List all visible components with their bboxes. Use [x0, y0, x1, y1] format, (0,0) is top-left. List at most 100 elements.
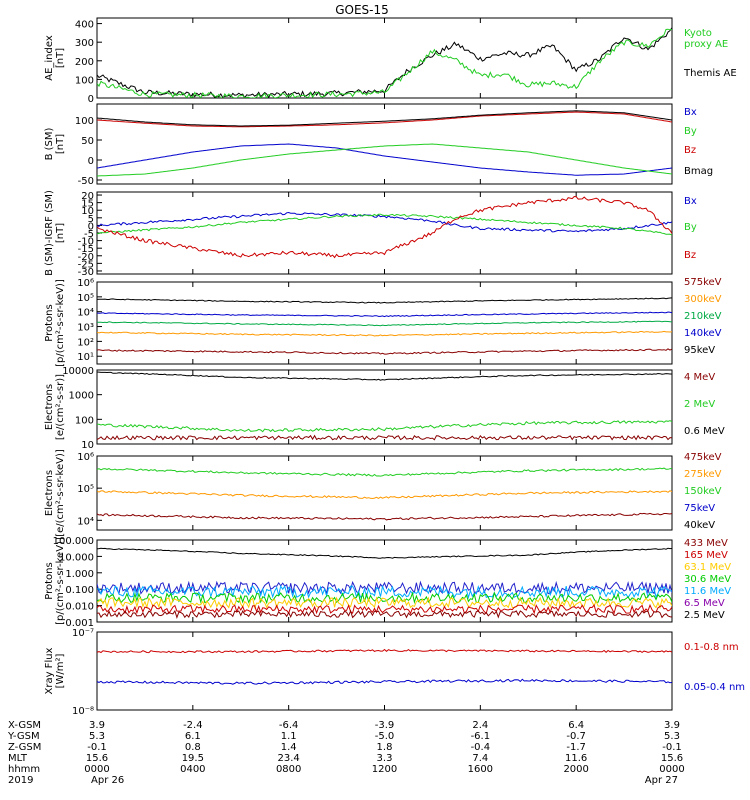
footer-value: 5.3: [89, 731, 105, 742]
legend-label: 0.1-0.8 nm: [684, 642, 739, 653]
series-0-6-mev: [97, 371, 672, 381]
series-bx: [97, 211, 672, 233]
legend-label: Bx: [684, 196, 697, 207]
series-bx: [97, 143, 672, 176]
y-tick-label: 10¹: [77, 352, 94, 363]
y-tick-label: 200: [75, 57, 94, 68]
y-tick-label: 100: [75, 415, 94, 426]
legend-label: 0.6 MeV: [684, 426, 725, 437]
series-0-1-0-8-nm: [97, 648, 672, 654]
footer-value: 0000: [659, 764, 684, 775]
y-tick-label: 10: [81, 440, 94, 451]
legend-label: 2.5 MeV: [684, 610, 725, 621]
legend-label: Bz: [684, 145, 696, 156]
y-axis-label: B (SM)-IGRF (SM): [44, 190, 55, 276]
y-tick-label: 300: [75, 38, 94, 49]
footer-value: -0.1: [87, 742, 107, 753]
y-tick-label: 5: [88, 214, 94, 225]
chart-title: GOES-15: [335, 3, 389, 17]
y-axis-label: [p/(cm²-s-sr-keV)]: [55, 537, 66, 625]
series-475kev: [97, 512, 672, 521]
y-tick-label: 10⁵: [77, 484, 94, 495]
y-tick-label: 10.000: [59, 552, 94, 563]
panel-electrons_kev: 10⁶ 10⁵ 10⁴ Electrons [e/(cm²-s-sr-keV)] 475k…: [44, 449, 722, 537]
y-tick-label: -5: [84, 229, 94, 240]
y-axis-label: [nT]: [55, 223, 66, 243]
legend-label: Bz: [684, 250, 696, 261]
series-0-05-0-4-nm: [97, 678, 672, 685]
legend-label: 95keV: [684, 345, 715, 356]
y-axis-label: Electrons: [44, 470, 55, 516]
y-tick-label: 10⁻⁷: [72, 628, 94, 639]
footer-row-label: Z-GSM: [8, 742, 41, 753]
panel-electrons_mev: 10000 1000 100 10 Electrons [e/(cm²-s-sr)] 4 M…: [44, 366, 725, 451]
legend-label: 275keV: [684, 469, 722, 480]
footer-date-end: Apr 27: [645, 775, 678, 786]
footer-value: 5.3: [664, 731, 680, 742]
legend-label: 0.05-0.4 nm: [684, 682, 745, 693]
footer-value: -5.0: [375, 731, 395, 742]
series-150kev: [97, 467, 672, 477]
legend-label: proxy AE: [684, 39, 728, 50]
footer-value: 0000: [84, 764, 109, 775]
y-axis-label: Electrons: [44, 384, 55, 430]
footer-value: 3.9: [664, 720, 680, 731]
y-tick-label: 10³: [77, 323, 94, 334]
footer-value: 0.8: [185, 742, 201, 753]
y-axis-label: [e/(cm²-s-sr)]: [55, 374, 66, 440]
panel-protons_mev: 100.000 10.000 1.000 0.100 0.010 0.001 Protons…: [44, 536, 731, 629]
legend-label: 6.5 MeV: [684, 598, 725, 609]
series-2-5-mev: [97, 547, 672, 559]
footer-value: -0.4: [471, 742, 491, 753]
series-165-mev: [97, 603, 672, 615]
y-axis-label: AE_index: [44, 35, 55, 81]
series-themis-ae: [97, 27, 672, 98]
series-210kev: [97, 320, 672, 327]
legend-label: 150keV: [684, 486, 722, 497]
y-tick-label: 10²: [77, 337, 94, 348]
series-30-6-mev: [97, 591, 672, 605]
footer-date-start: Apr 26: [91, 775, 124, 786]
y-axis-label: [p/(cm²-s-sr-keV)]: [55, 279, 66, 367]
footer-value: 6.1: [185, 731, 201, 742]
series-575kev: [97, 348, 672, 355]
footer-value: 1.4: [281, 742, 297, 753]
footer-value: 7.4: [472, 753, 488, 764]
footer-row-label: X-GSM: [8, 720, 41, 731]
footer-value: 15.6: [86, 753, 108, 764]
legend-label: 30.6 MeV: [684, 574, 731, 585]
y-tick-label: 10⁶: [77, 452, 94, 463]
y-axis-label: [e/(cm²-s-sr-keV)]: [55, 449, 66, 537]
panel-xray: 10⁻⁷ 10⁻⁸ Xray Flux [W/m²] 0.1-0.8 nm 0.05-0.…: [44, 628, 745, 717]
series-bz: [97, 111, 672, 128]
legend-label: By: [684, 126, 697, 137]
footer-value: -6.4: [279, 720, 299, 731]
y-tick-label: 10⁻⁸: [72, 706, 94, 717]
y-tick-label: 400: [75, 20, 94, 31]
footer-value: 3.3: [377, 753, 393, 764]
legend-label: 11.6 MeV: [684, 586, 731, 597]
series-6-5-mev: [97, 580, 672, 596]
y-axis-label: B (SM): [44, 127, 55, 160]
footer-value: 23.4: [278, 753, 300, 764]
legend-label: 575keV: [684, 277, 722, 288]
footer-value: -3.9: [375, 720, 395, 731]
footer-value: -1.7: [566, 742, 586, 753]
y-axis-label: Protons: [44, 562, 55, 599]
footer-row-label: MLT: [8, 753, 28, 764]
y-tick-label: 0.001: [65, 618, 94, 629]
y-tick-label: 20: [81, 191, 94, 202]
y-tick-label: 0: [88, 94, 94, 105]
panel-frame: [96, 17, 673, 99]
y-tick-label: 0.010: [65, 602, 94, 613]
legend-label: 75keV: [684, 503, 715, 514]
y-tick-label: 1.000: [65, 569, 94, 580]
y-tick-label: 10000: [62, 366, 94, 377]
legend-label: Kyoto: [684, 28, 712, 39]
series-by: [97, 143, 672, 177]
y-tick-label: -25: [78, 259, 94, 270]
legend-label: 63.1 MeV: [684, 562, 731, 573]
footer-value: 0400: [180, 764, 205, 775]
